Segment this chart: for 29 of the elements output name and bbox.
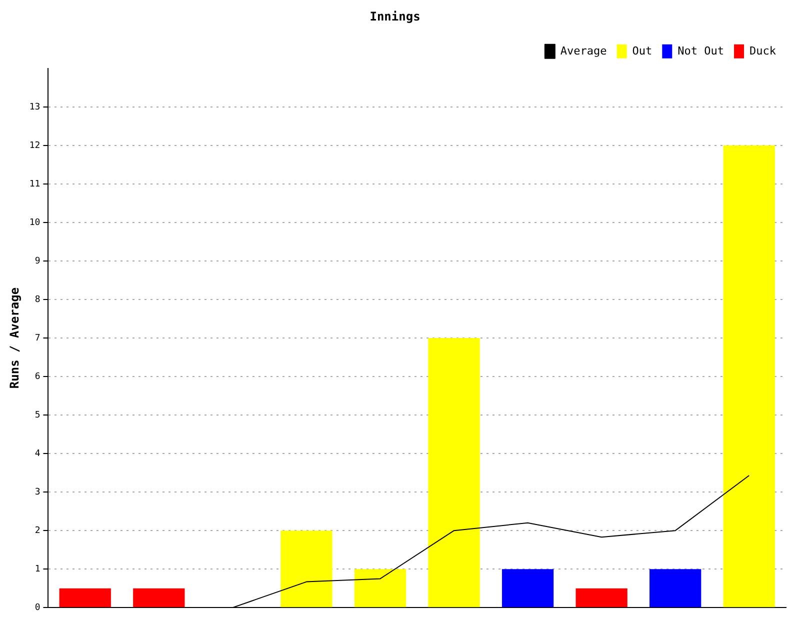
bar bbox=[280, 530, 332, 608]
chart-title: Innings bbox=[370, 9, 420, 24]
y-tick-label: 4 bbox=[34, 448, 40, 459]
y-tick-label: 7 bbox=[34, 333, 40, 344]
bar bbox=[723, 145, 775, 608]
y-tick-label: 9 bbox=[34, 256, 40, 266]
y-tick-label: 12 bbox=[29, 140, 40, 151]
bar bbox=[59, 588, 111, 608]
y-tick-label: 2 bbox=[34, 526, 40, 536]
legend-label: Duck bbox=[750, 44, 776, 58]
y-tick-label: 11 bbox=[29, 179, 40, 190]
bar bbox=[428, 338, 480, 608]
y-tick-label: 0 bbox=[34, 602, 40, 613]
y-tick-label: 5 bbox=[34, 410, 40, 420]
y-tick-label: 13 bbox=[29, 102, 40, 112]
legend-label: Average bbox=[560, 44, 607, 58]
y-axis-title: Runs / Average bbox=[7, 287, 22, 389]
bar bbox=[650, 569, 702, 608]
legend-label: Out bbox=[632, 44, 652, 58]
legend-label: Not Out bbox=[678, 44, 724, 58]
y-tick-label: 6 bbox=[34, 372, 40, 382]
y-tick-label: 3 bbox=[34, 487, 40, 498]
y-tick-label: 1 bbox=[34, 564, 40, 574]
bar bbox=[576, 588, 628, 608]
bar bbox=[354, 569, 406, 608]
bar bbox=[502, 569, 554, 608]
y-tick-label: 8 bbox=[34, 294, 40, 305]
y-tick-label: 10 bbox=[29, 218, 40, 228]
bar bbox=[133, 588, 185, 608]
